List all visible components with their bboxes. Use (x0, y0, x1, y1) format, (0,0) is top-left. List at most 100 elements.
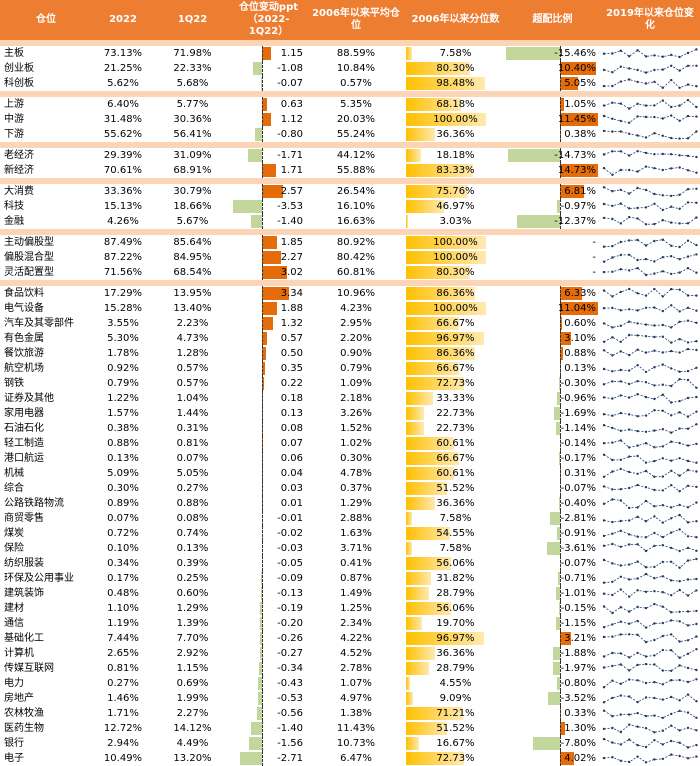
trend-point (611, 218, 613, 220)
trend-point (653, 697, 655, 699)
overweight-value: 11.45% (505, 112, 598, 127)
trend-point (645, 641, 647, 643)
trend-point (670, 713, 672, 715)
trend-point (653, 476, 655, 478)
trend-point (670, 670, 672, 672)
value-2022: 5.62% (92, 76, 154, 91)
trend-point (603, 153, 605, 155)
trend-point (603, 217, 605, 219)
trend-point (603, 485, 605, 487)
trend-point (662, 606, 664, 608)
value-1q22: 1.99% (154, 691, 231, 706)
trend-point (695, 486, 697, 488)
percentile-value: 51.52% (406, 481, 505, 496)
value-1q22: 2.92% (154, 646, 231, 661)
trend-point (687, 307, 689, 309)
trend-point (670, 506, 672, 508)
trend-line (604, 394, 696, 402)
trend-point (611, 271, 613, 273)
header-category: 仓位 (0, 0, 92, 40)
trend-point (611, 741, 613, 743)
trend-point (645, 82, 647, 84)
trend-point (695, 729, 697, 731)
trend-point (628, 122, 630, 124)
percentile-value: 72.73% (406, 376, 505, 391)
category-name: 房地产 (0, 691, 92, 706)
trend-point (678, 258, 680, 260)
trend-point (645, 442, 647, 444)
trend-point (687, 379, 689, 381)
trend-point (687, 547, 689, 549)
trend-point (645, 307, 647, 309)
category-name: 上游 (0, 97, 92, 112)
value-2022: 2.94% (92, 736, 154, 751)
trend-point (687, 169, 689, 171)
average-value: 2.20% (306, 331, 406, 346)
trend-point (662, 698, 664, 700)
trend-point (653, 306, 655, 308)
value-1q22: 4.49% (154, 736, 231, 751)
average-value: 2.18% (306, 391, 406, 406)
trend-line (604, 590, 696, 597)
trend-point (670, 611, 672, 613)
trend-point (678, 137, 680, 139)
trend-point (678, 657, 680, 659)
trend-point (620, 102, 622, 104)
header-average: 2006年以来平均仓 位 (306, 0, 406, 40)
trend-point (636, 217, 638, 219)
value-1q22: 68.91% (154, 163, 231, 178)
trend-point (662, 758, 664, 760)
value-2022: 0.92% (92, 361, 154, 376)
trend-point (620, 520, 622, 522)
trend-point (653, 272, 655, 274)
trend-point (670, 385, 672, 387)
trend-point (670, 326, 672, 328)
trend-point (603, 559, 605, 561)
value-1q22: 0.27% (154, 481, 231, 496)
overweight-value: 4.02% (505, 751, 598, 766)
trend-point (653, 739, 655, 741)
trend-point (645, 165, 647, 167)
trend-point (620, 254, 622, 256)
trend-point (653, 460, 655, 462)
trend-point (678, 371, 680, 373)
trend-sparkline (600, 76, 700, 91)
trend-point (678, 504, 680, 506)
trend-point (636, 536, 638, 538)
change-value: 1.71 (231, 163, 306, 178)
trend-sparkline (600, 163, 700, 178)
trend-point (695, 423, 697, 425)
trend-point (662, 394, 664, 396)
trend-point (653, 603, 655, 605)
category-name: 公路铁路物流 (0, 496, 92, 511)
trend-point (695, 294, 697, 296)
value-1q22: 5.67% (154, 214, 231, 229)
value-1q22: 56.41% (154, 127, 231, 142)
trend-point (645, 727, 647, 729)
category-name: 机械 (0, 466, 92, 481)
average-value: 1.07% (306, 676, 406, 691)
trend-point (670, 137, 672, 139)
trend-sparkline (600, 376, 700, 391)
trend-point (687, 267, 689, 269)
trend-line (604, 254, 696, 261)
trend-point (628, 354, 630, 356)
trend-point (678, 166, 680, 168)
trend-sparkline (600, 148, 700, 163)
change-value: -1.56 (231, 736, 306, 751)
trend-point (645, 104, 647, 106)
trend-point (611, 562, 613, 564)
average-value: 4.97% (306, 691, 406, 706)
trend-point (645, 500, 647, 502)
value-2022: 87.22% (92, 250, 154, 265)
trend-point (628, 713, 630, 715)
trend-sparkline (600, 184, 700, 199)
